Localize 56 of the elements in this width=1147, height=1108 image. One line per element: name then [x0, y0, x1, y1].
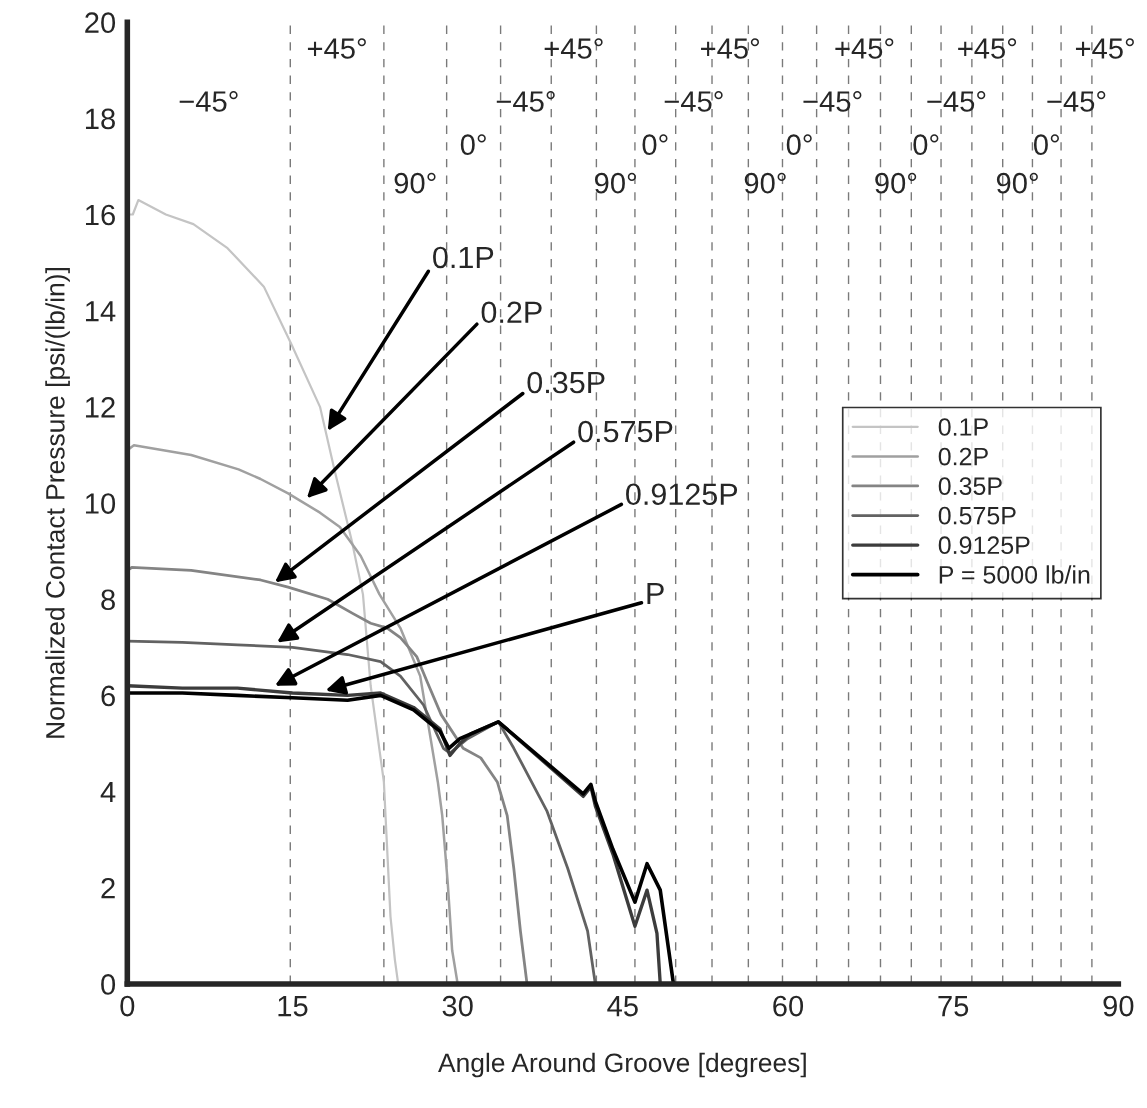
- y-tick-label: 16: [85, 204, 115, 226]
- annotation: +45°: [307, 38, 366, 59]
- y-tick-label: 14: [85, 301, 116, 322]
- legend-label: 0.35P: [938, 477, 1002, 495]
- annotation: +45°: [835, 38, 894, 59]
- legend-label: 0.9125P: [938, 536, 1030, 555]
- annotation: −45°: [664, 91, 723, 112]
- annotation: 90°: [875, 172, 917, 194]
- y-tick-label: 0: [101, 974, 116, 995]
- annotation: 0.9125P: [626, 483, 738, 506]
- annotation: 0.575P: [578, 420, 673, 443]
- annotation: +45°: [1075, 38, 1134, 59]
- annotation: 90°: [394, 172, 436, 194]
- x-tick-label: 90: [1103, 995, 1134, 1017]
- x-tick-label: 60: [773, 995, 804, 1017]
- x-tick-label: 75: [938, 996, 969, 1017]
- x-axis-title: Angle Around Groove [degrees]: [438, 1052, 806, 1078]
- annotation: 0°: [1033, 134, 1059, 156]
- annotation: +45°: [958, 38, 1017, 59]
- line-series: [127, 198, 400, 984]
- annotation: 0.2P: [481, 301, 542, 324]
- y-tick-label: 18: [85, 108, 115, 130]
- legend-label: 0.2P: [938, 447, 988, 466]
- annotation: 0°: [786, 134, 812, 156]
- legend-label: 0.1P: [938, 418, 988, 436]
- annotation: 90°: [744, 172, 786, 194]
- line-series: [127, 444, 459, 984]
- y-tick-label: 4: [100, 782, 116, 803]
- legend-label: P = 5000 lb/in: [939, 565, 1090, 584]
- y-axis-title: Normalized Contact Pressure [psi/(lb/in)]: [45, 268, 70, 738]
- annotation: 0°: [460, 134, 486, 156]
- annotation: 0°: [642, 134, 668, 156]
- y-tick-label: 2: [101, 877, 115, 899]
- y-tick-label: 8: [101, 589, 115, 611]
- annotation: −45°: [803, 91, 862, 112]
- annotation: 90°: [996, 172, 1038, 194]
- annotation: P: [647, 583, 664, 605]
- x-tick-label: 15: [278, 996, 308, 1017]
- annotation: −45°: [927, 91, 986, 112]
- y-tick-label: 12: [85, 397, 115, 418]
- y-tick-label: 20: [85, 12, 116, 34]
- y-tick-label: 6: [101, 685, 115, 707]
- annotation: −45°: [1047, 91, 1106, 112]
- annotation: −45°: [179, 91, 238, 112]
- annotation: 90°: [594, 172, 636, 194]
- x-tick-label: 0: [120, 995, 135, 1017]
- annotation: −45°: [496, 91, 555, 112]
- legend-label: 0.575P: [938, 506, 1016, 525]
- annotation: 0°: [913, 134, 939, 156]
- annotation: 0.35P: [527, 371, 605, 394]
- y-tick-label: 10: [85, 493, 116, 514]
- x-tick-label: 30: [442, 995, 473, 1017]
- annotation: +45°: [701, 38, 759, 59]
- annotation: +45°: [544, 38, 603, 59]
- x-tick-label: 45: [607, 996, 638, 1017]
- annotation: 0.1P: [433, 246, 494, 269]
